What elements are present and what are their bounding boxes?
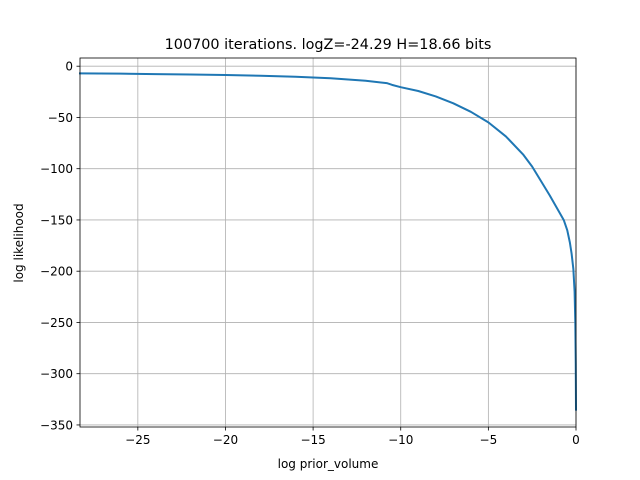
x-tick-label: −5 [480,433,498,447]
y-tick-label: −200 [40,265,73,279]
series-layer [78,72,578,411]
x-axis: −25 −20 −15 −10 −5 0 [125,427,580,447]
y-axis-label: log likelihood [12,203,26,282]
y-tick-label: −50 [48,111,73,125]
y-tick-label: −300 [40,367,73,381]
y-axis: 0 −50 −100 −150 −200 −250 −300 −350 [40,60,80,432]
x-tick-label: −25 [125,433,150,447]
x-tick-label: −15 [300,433,325,447]
chart-title: 100700 iterations. logZ=-24.29 H=18.66 b… [165,37,492,53]
plot-frame [79,57,577,428]
y-tick-label: −350 [40,418,73,432]
y-tick-label: −250 [40,316,73,330]
y-tick-label: −100 [40,162,73,176]
series-line [78,72,578,411]
x-tick-label: 0 [572,433,580,447]
y-tick-label: −150 [40,213,73,227]
x-axis-label: log prior_volume [278,457,379,471]
x-tick-label: −20 [213,433,238,447]
y-tick-label: 0 [65,60,73,74]
x-tick-label: −10 [388,433,413,447]
